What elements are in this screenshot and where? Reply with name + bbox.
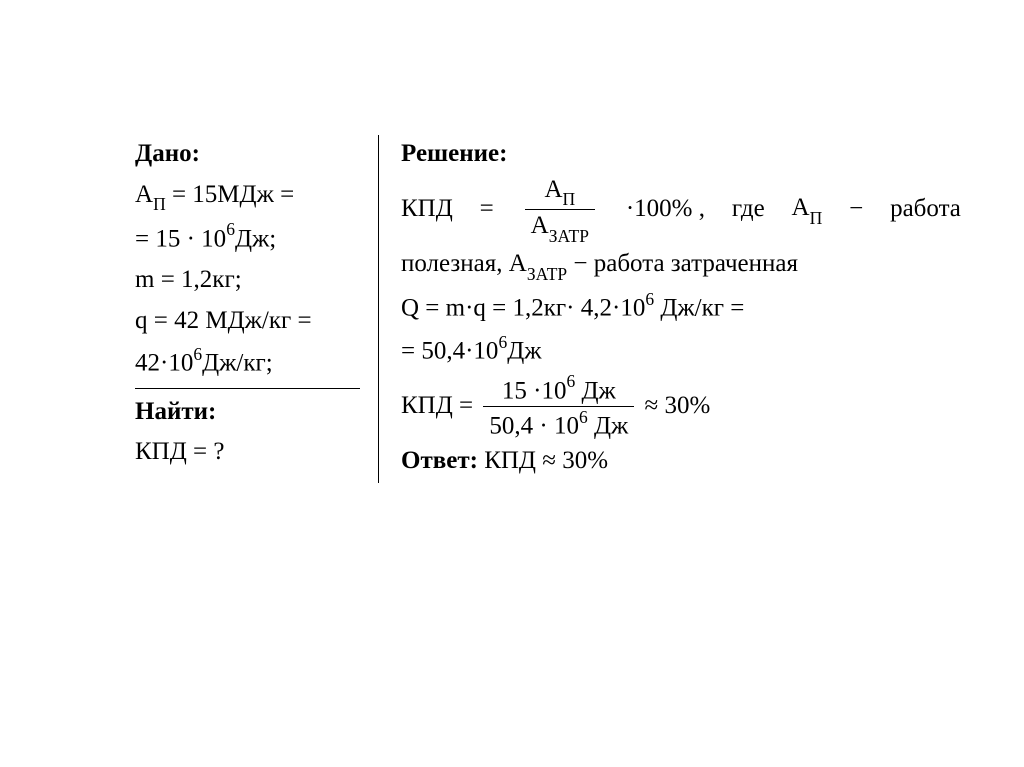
q-res-a: = 50,4·10: [401, 338, 498, 365]
ap-inline: АП: [792, 189, 823, 229]
line2-a: полезная, А: [401, 250, 527, 277]
left-column: Дано: АП = 15МДж = = 15 · 106Дж; m = 1,2…: [135, 135, 378, 483]
solution-line2: полезная, АЗАТР − работа затраченная: [401, 245, 961, 285]
rabota: работа: [890, 190, 961, 229]
approx-30: ≈ 30%: [645, 392, 711, 419]
frac-num: АП: [525, 176, 595, 210]
frac2-den-sup: 6: [579, 407, 588, 427]
frac2-num: 15 ·106 Дж: [483, 374, 634, 408]
q-calc-sup: 6: [645, 289, 654, 309]
frac2-num-a: 15 ·10: [502, 377, 567, 404]
kpd2-label: КПД =: [401, 392, 473, 419]
kpd-formula-row: КПД = АП АЗАТР ·100% , где АП − работа: [401, 176, 961, 244]
frac-den: АЗАТР: [525, 210, 595, 243]
problem-layout: Дано: АП = 15МДж = = 15 · 106Дж; m = 1,2…: [135, 135, 961, 483]
frac2-num-sup: 6: [566, 371, 575, 391]
kpd-fraction: АП АЗАТР: [525, 176, 595, 244]
ap-inline-a: А: [792, 194, 810, 221]
q-calc-a: Q = m·q = 1,2кг· 4,2·10: [401, 295, 645, 322]
kpd2-fraction: 15 ·106 Дж 50,4 · 106 Дж: [483, 374, 634, 441]
where: где: [732, 190, 765, 229]
page: Дано: АП = 15МДж = = 15 · 106Дж; m = 1,2…: [0, 0, 1024, 767]
right-column: Решение: КПД = АП АЗАТР ·100% , где АП: [378, 135, 961, 483]
frac-den-a: А: [531, 212, 549, 239]
ap-val2-suffix: Дж;: [235, 225, 276, 252]
ap-sub: П: [153, 194, 166, 214]
frac-num-a: А: [544, 176, 562, 203]
ap-inline-sub: П: [810, 208, 823, 228]
frac2-den-b: Дж: [588, 413, 629, 440]
given-ap-line2: = 15 · 106Дж;: [135, 218, 360, 259]
solution-heading: Решение:: [401, 135, 961, 174]
frac2-den: 50,4 · 106 Дж: [483, 407, 634, 440]
ap-val2-prefix: = 15 · 10: [135, 225, 226, 252]
frac2-den-a: 50,4 · 10: [489, 413, 579, 440]
kpd-calc-row: КПД = 15 ·106 Дж 50,4 · 106 Дж ≈ 30%: [401, 374, 961, 441]
given-m: m = 1,2кг;: [135, 261, 360, 300]
given-q1: q = 42 МДж/кг =: [135, 302, 360, 341]
q2-sup: 6: [193, 344, 202, 364]
frac-num-sub: П: [563, 189, 576, 209]
divider: [135, 388, 360, 389]
find-line: КПД = ?: [135, 433, 360, 472]
ap-label: А: [135, 181, 153, 208]
line2-sub: ЗАТР: [527, 264, 567, 284]
ap-val2-sup: 6: [226, 219, 235, 239]
given-ap-line1: АП = 15МДж =: [135, 176, 360, 216]
times-100: ·100% ,: [626, 190, 705, 229]
eq-sign: =: [480, 190, 494, 229]
line2-b: − работа затраченная: [567, 250, 798, 277]
kpd-label: КПД: [401, 190, 453, 229]
find-heading: Найти:: [135, 393, 360, 432]
dash: −: [849, 190, 863, 229]
ap-val1: = 15МДж =: [166, 181, 295, 208]
q-calc-b: Дж/кг =: [654, 295, 744, 322]
q-result-line: = 50,4·106Дж: [401, 330, 961, 371]
given-heading: Дано:: [135, 135, 360, 174]
frac2-num-b: Дж: [575, 377, 616, 404]
q-calc-line: Q = m·q = 1,2кг· 4,2·106 Дж/кг =: [401, 287, 961, 328]
q2-prefix: 42·10: [135, 350, 193, 377]
answer-label: Ответ:: [401, 447, 478, 474]
frac-den-sub: ЗАТР: [549, 226, 589, 246]
answer-text: КПД ≈ 30%: [478, 447, 608, 474]
answer-row: Ответ: КПД ≈ 30%: [401, 442, 961, 481]
q-res-sup: 6: [498, 332, 507, 352]
q2-suffix: Дж/кг;: [202, 350, 273, 377]
q-res-b: Дж: [507, 338, 541, 365]
given-q2: 42·106Дж/кг;: [135, 342, 360, 383]
